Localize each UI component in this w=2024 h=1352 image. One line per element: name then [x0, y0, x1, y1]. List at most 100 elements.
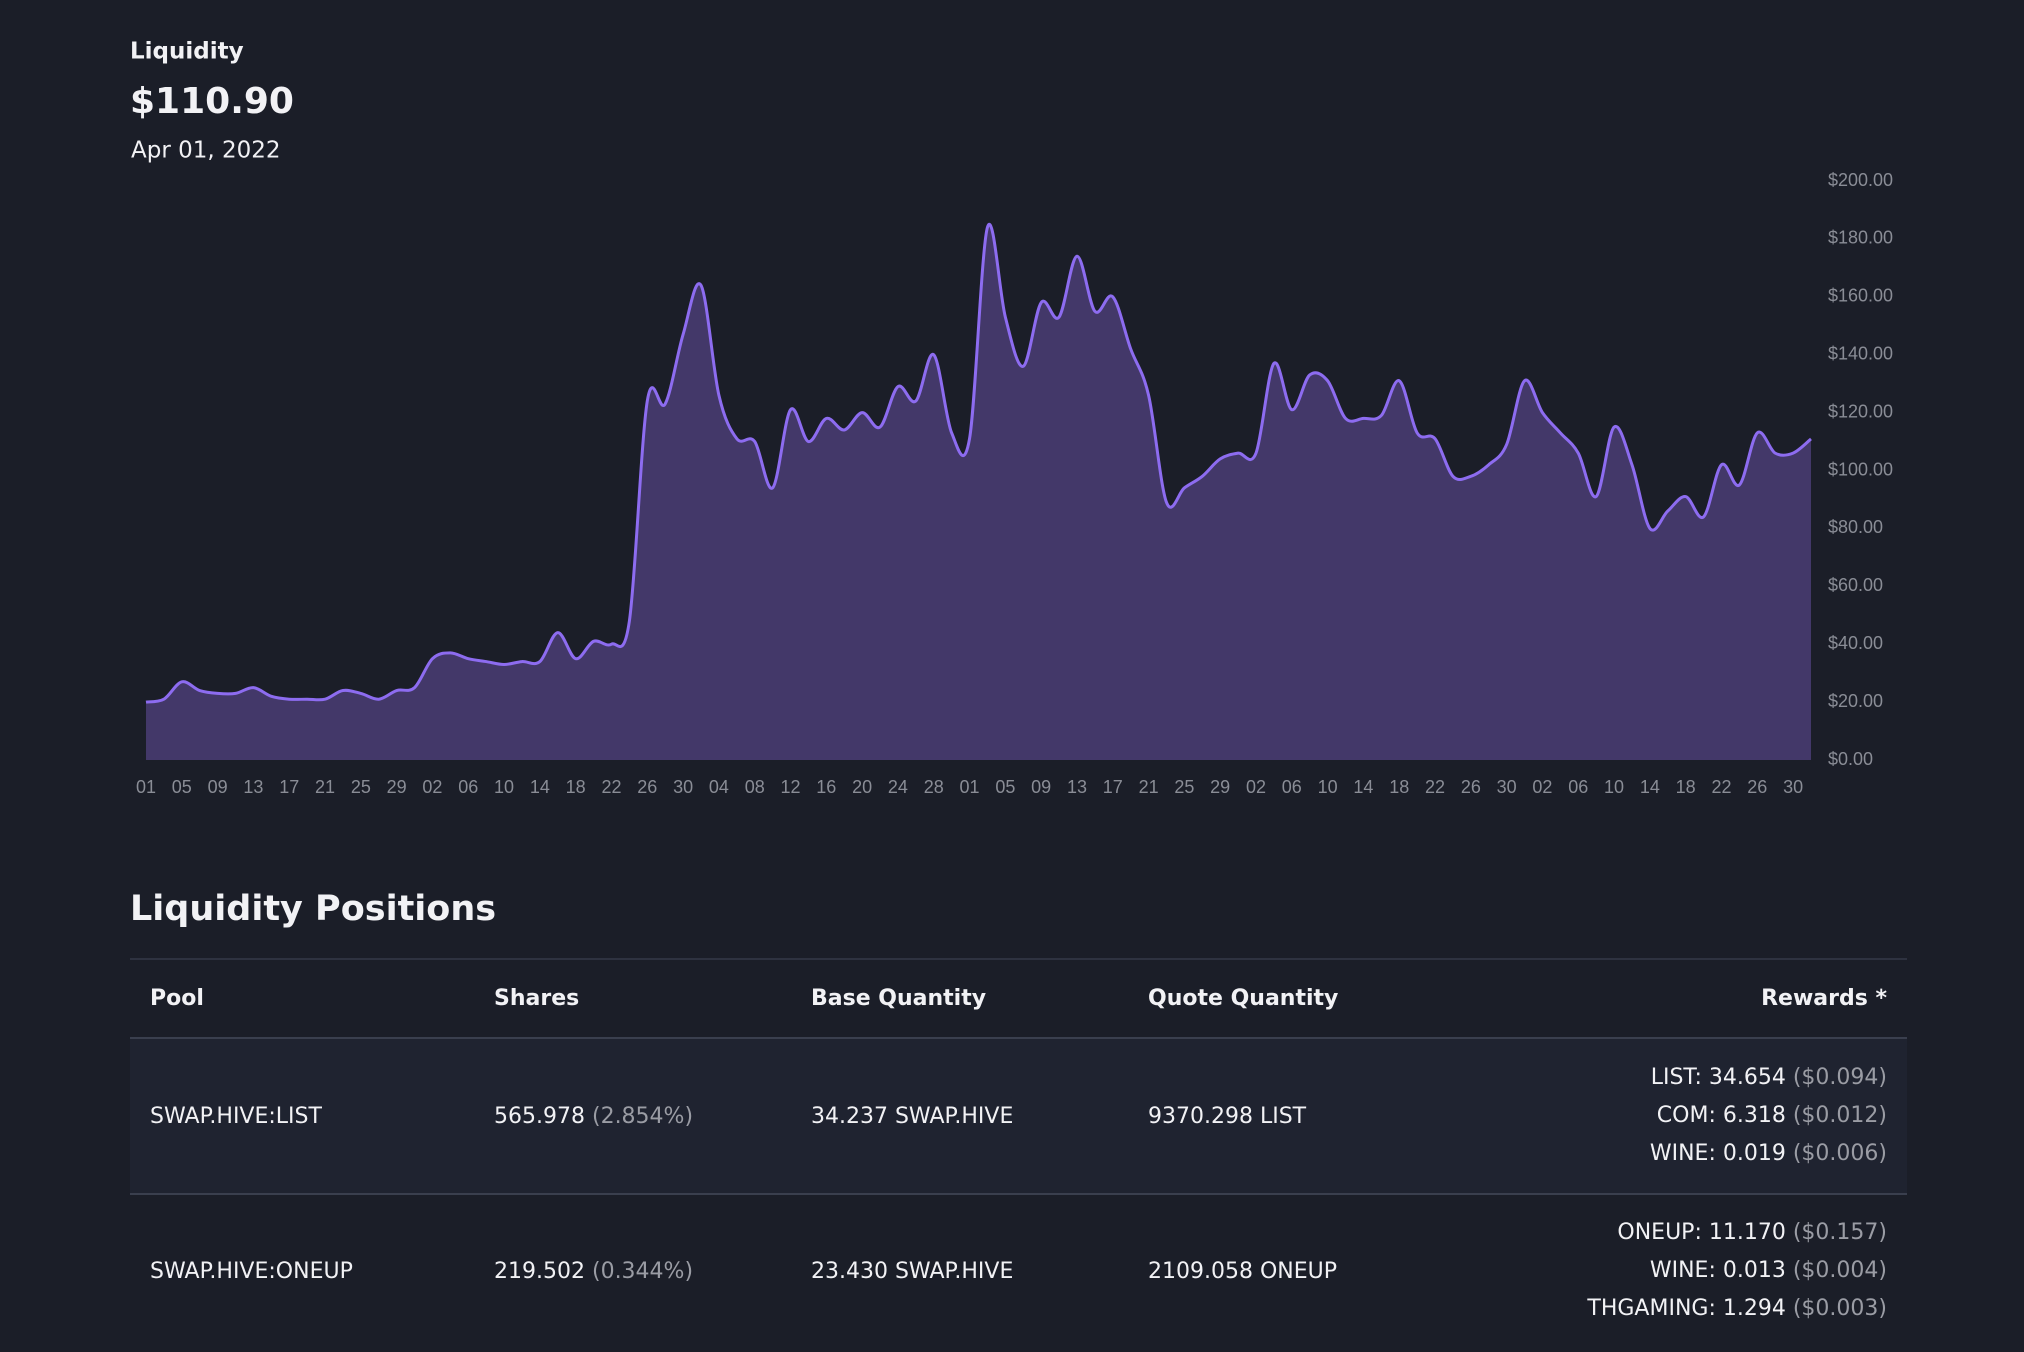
reward-amount: THGAMING: 1.294 — [1586, 1296, 1785, 1321]
x-tick-label: 17 — [1103, 777, 1123, 797]
x-tick-label: 05 — [172, 777, 192, 797]
y-tick-label: $120.00 — [1828, 401, 1893, 421]
x-tick-label: 01 — [136, 777, 156, 797]
header-value: $110.90 — [130, 81, 294, 122]
reward-amount: COM: 6.318 — [1657, 1103, 1786, 1128]
x-tick-label: 26 — [1461, 777, 1481, 797]
x-tick-label: 26 — [1747, 777, 1767, 797]
reward-line: LIST: 34.654 ($0.094) — [1651, 1065, 1887, 1090]
shares-cell: 219.502 (0.344%) — [494, 1259, 693, 1284]
base-cell: 34.237 SWAP.HIVE — [811, 1104, 1013, 1129]
x-tick-label: 17 — [279, 777, 299, 797]
header-label: Liquidity — [130, 39, 244, 65]
x-tick-label: 30 — [1497, 777, 1517, 797]
shares-percent: (2.854%) — [592, 1104, 693, 1129]
area — [146, 224, 1811, 760]
reward-usd: ($0.004) — [1793, 1258, 1887, 1283]
y-tick-label: $60.00 — [1828, 575, 1883, 595]
y-tick-label: $0.00 — [1828, 749, 1873, 769]
column-header: Base Quantity — [811, 986, 986, 1011]
x-tick-label: 18 — [566, 777, 586, 797]
x-tick-label: 08 — [745, 777, 765, 797]
reward-amount: WINE: 0.013 — [1650, 1258, 1786, 1283]
x-tick-label: 21 — [1139, 777, 1159, 797]
x-tick-label: 10 — [494, 777, 514, 797]
y-tick-label: $140.00 — [1828, 343, 1893, 363]
y-tick-label: $40.00 — [1828, 633, 1883, 653]
reward-amount: WINE: 0.019 — [1650, 1141, 1786, 1166]
reward-line: WINE: 0.019 ($0.006) — [1650, 1141, 1887, 1166]
x-tick-label: 16 — [816, 777, 836, 797]
shares-value: 565.978 — [494, 1104, 585, 1129]
x-tick-label: 25 — [351, 777, 371, 797]
reward-line: ONEUP: 11.170 ($0.157) — [1617, 1220, 1887, 1245]
x-tick-label: 06 — [1568, 777, 1588, 797]
x-tick-label: 01 — [960, 777, 980, 797]
row-background — [130, 1038, 1907, 1194]
y-tick-label: $200.00 — [1828, 170, 1893, 190]
y-tick-label: $20.00 — [1828, 691, 1883, 711]
x-tick-label: 29 — [387, 777, 407, 797]
x-tick-label: 06 — [458, 777, 478, 797]
x-tick-label: 14 — [1353, 777, 1373, 797]
x-tick-label: 25 — [1174, 777, 1194, 797]
reward-line: COM: 6.318 ($0.012) — [1657, 1103, 1887, 1128]
x-tick-label: 04 — [709, 777, 729, 797]
column-header: Pool — [150, 986, 204, 1011]
x-tick-label: 28 — [924, 777, 944, 797]
x-tick-label: 22 — [1711, 777, 1731, 797]
x-tick-label: 20 — [852, 777, 872, 797]
y-tick-label: $80.00 — [1828, 517, 1883, 537]
reward-usd: ($0.006) — [1793, 1141, 1887, 1166]
pool-cell: SWAP.HIVE:ONEUP — [150, 1259, 353, 1284]
x-tick-label: 21 — [315, 777, 335, 797]
x-tick-label: 13 — [243, 777, 263, 797]
column-header: Quote Quantity — [1148, 986, 1338, 1011]
column-header: Rewards * — [1761, 986, 1887, 1011]
y-tick-label: $100.00 — [1828, 459, 1893, 479]
shares-percent: (0.344%) — [592, 1259, 693, 1284]
x-tick-label: 18 — [1389, 777, 1409, 797]
x-tick-label: 09 — [208, 777, 228, 797]
x-tick-label: 02 — [1532, 777, 1552, 797]
x-tick-label: 06 — [1282, 777, 1302, 797]
x-tick-label: 05 — [995, 777, 1015, 797]
x-tick-label: 02 — [1246, 777, 1266, 797]
x-tick-label: 30 — [1783, 777, 1803, 797]
reward-line: WINE: 0.013 ($0.004) — [1650, 1258, 1887, 1283]
x-tick-label: 13 — [1067, 777, 1087, 797]
x-tick-label: 14 — [530, 777, 550, 797]
shares-value: 219.502 — [494, 1259, 585, 1284]
reward-usd: ($0.094) — [1793, 1065, 1887, 1090]
x-tick-label: 02 — [422, 777, 442, 797]
x-tick-label: 14 — [1640, 777, 1660, 797]
x-tick-label: 29 — [1210, 777, 1230, 797]
section-title: Liquidity Positions — [130, 889, 496, 929]
reward-usd: ($0.003) — [1793, 1296, 1887, 1321]
reward-usd: ($0.012) — [1793, 1103, 1887, 1128]
x-tick-label: 22 — [1425, 777, 1445, 797]
x-tick-label: 22 — [601, 777, 621, 797]
x-tick-label: 24 — [888, 777, 908, 797]
x-tick-label: 10 — [1604, 777, 1624, 797]
reward-usd: ($0.157) — [1793, 1220, 1887, 1245]
reward-amount: ONEUP: 11.170 — [1617, 1220, 1785, 1245]
reward-line: THGAMING: 1.294 ($0.003) — [1586, 1296, 1887, 1321]
x-tick-label: 30 — [673, 777, 693, 797]
x-tick-label: 10 — [1318, 777, 1338, 797]
x-tick-label: 09 — [1031, 777, 1051, 797]
column-header: Shares — [494, 986, 579, 1011]
y-tick-label: $180.00 — [1828, 228, 1893, 248]
y-tick-label: $160.00 — [1828, 286, 1893, 306]
x-tick-label: 18 — [1676, 777, 1696, 797]
header-date: Apr 01, 2022 — [131, 138, 281, 164]
x-tick-label: 12 — [781, 777, 801, 797]
line — [145, 222, 1812, 704]
quote-cell: 2109.058 ONEUP — [1148, 1259, 1337, 1284]
shares-cell: 565.978 (2.854%) — [494, 1104, 693, 1129]
base-cell: 23.430 SWAP.HIVE — [811, 1259, 1013, 1284]
pool-cell: SWAP.HIVE:LIST — [150, 1104, 323, 1129]
quote-cell: 9370.298 LIST — [1148, 1104, 1307, 1129]
